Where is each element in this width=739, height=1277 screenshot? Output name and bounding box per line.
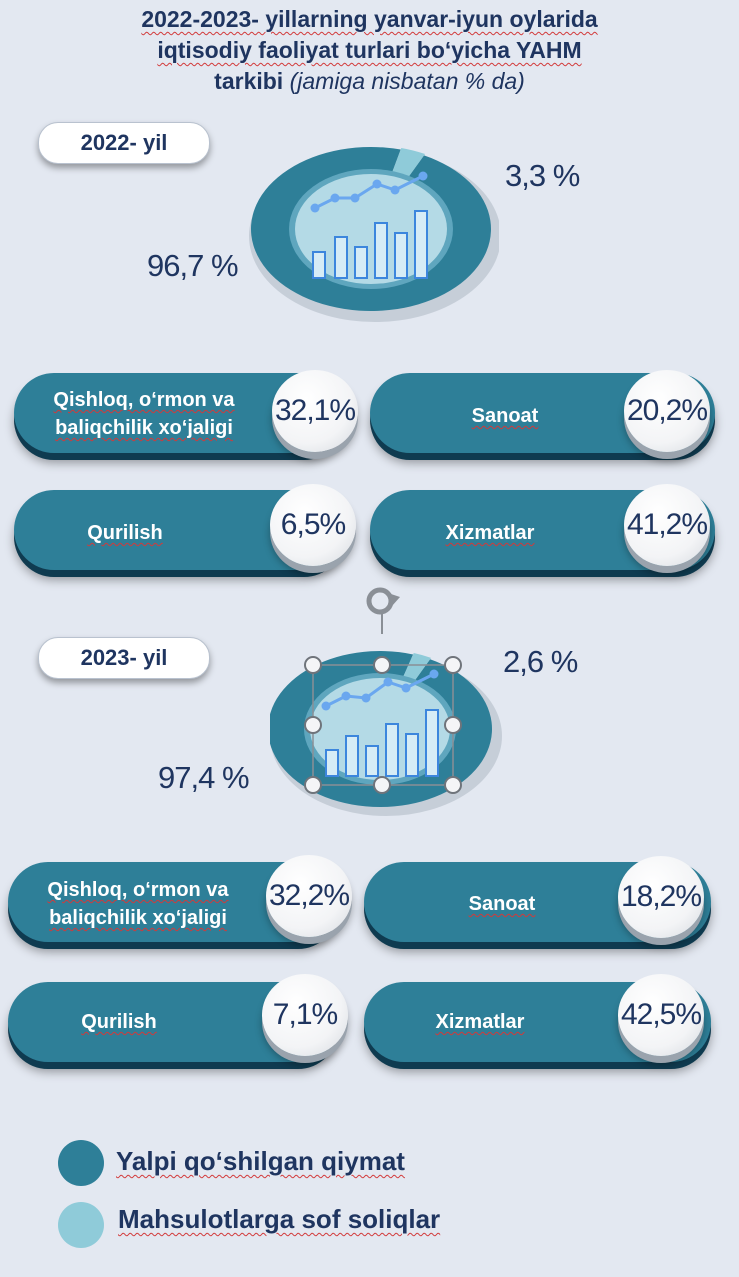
chart-icon-bar — [385, 723, 399, 777]
rotate-handle-icon[interactable] — [362, 584, 402, 634]
chart-icon-point — [361, 693, 371, 703]
chart-icon-bar — [365, 745, 379, 777]
category-label-industry-2023: Sanoat — [468, 893, 536, 915]
main-pct-2023: 97,4 % — [158, 760, 250, 795]
resize-handle[interactable] — [373, 656, 391, 674]
chart-icon-point — [321, 701, 331, 711]
chart-icon-point — [310, 203, 320, 213]
chart-icon-point — [350, 193, 360, 203]
page-title: 2022-2023- yillarning yanvar-iyun oylari… — [0, 4, 739, 97]
resize-handle[interactable] — [304, 716, 322, 734]
chart-icon-bar — [334, 236, 348, 279]
resize-handle[interactable] — [444, 716, 462, 734]
category-label-construction-2022: Qurilish — [87, 522, 163, 544]
category-label-services-2022: Xizmatlar — [445, 522, 535, 544]
chart-icon-bar — [354, 246, 368, 279]
chart-icon-point — [372, 179, 382, 189]
tax-pct-2023: 2,6 % — [503, 644, 578, 679]
title-line-1: 2022-2023- yillarning yanvar-iyun oylari… — [141, 6, 598, 32]
resize-handle[interactable] — [304, 776, 322, 794]
tax-pct-2022: 3,3 % — [505, 158, 580, 193]
chart-icon-point — [383, 677, 393, 687]
category-value-services-2022: 41,2% — [624, 484, 710, 566]
title-line-2: iqtisodiy faoliyat turlari bo‘yicha YAHM — [157, 37, 582, 63]
main-pct-2022: 96,7 % — [147, 248, 239, 283]
title-line-3: tarkibi — [214, 68, 284, 94]
resize-handle[interactable] — [444, 656, 462, 674]
title-subtitle: (jamiga nisbatan % da) — [289, 68, 525, 94]
chart-icon-bar — [374, 222, 388, 279]
chart-icon-bar — [394, 232, 408, 279]
legend-label-net-taxes: Mahsulotlarga sof soliqlar — [118, 1204, 441, 1234]
chart-icon-2022 — [310, 171, 428, 279]
category-value-industry-2022: 20,2% — [624, 370, 710, 452]
chart-icon-point — [418, 171, 428, 181]
chart-icon-bar — [312, 251, 326, 279]
chart-icon-bar — [425, 709, 439, 777]
category-label-agriculture-2022: Qishloq, o‘rmon va baliqchilik xo‘jaligi — [53, 389, 235, 439]
resize-handle[interactable] — [304, 656, 322, 674]
legend-label-value-added: Yalpi qo‘shilgan qiymat — [116, 1146, 405, 1176]
chart-icon-point — [341, 691, 351, 701]
chart-icon-point — [429, 669, 439, 679]
category-value-agriculture-2022: 32,1% — [272, 370, 358, 452]
donut-chart-2022 — [249, 146, 499, 322]
category-value-agriculture-2023: 32,2% — [266, 855, 352, 937]
category-value-construction-2022: 6,5% — [270, 484, 356, 566]
chart-icon-bar — [345, 735, 359, 777]
chart-icon-bar — [414, 210, 428, 279]
legend-swatch-value-added — [58, 1140, 104, 1186]
category-value-construction-2023: 7,1% — [262, 974, 348, 1056]
legend-swatch-net-taxes — [58, 1202, 104, 1248]
chart-icon-2023 — [321, 669, 439, 777]
chart-icon-bar — [405, 733, 419, 777]
year-2023-label: 2023- yil — [38, 637, 210, 679]
category-label-construction-2023: Qurilish — [81, 1011, 157, 1033]
category-label-agriculture-2023: Qishloq, o‘rmon va baliqchilik xo‘jaligi — [47, 879, 229, 929]
category-value-industry-2023: 18,2% — [618, 856, 704, 938]
year-2022-label: 2022- yil — [38, 122, 210, 164]
chart-icon-point — [401, 683, 411, 693]
chart-icon-bar — [325, 749, 339, 777]
chart-icon-point — [390, 185, 400, 195]
category-value-services-2023: 42,5% — [618, 974, 704, 1056]
chart-icon-point — [330, 193, 340, 203]
donut-chart-2023 — [270, 651, 502, 816]
resize-handle[interactable] — [444, 776, 462, 794]
category-label-services-2023: Xizmatlar — [435, 1011, 525, 1033]
selection-box[interactable] — [300, 652, 470, 802]
resize-handle[interactable] — [373, 776, 391, 794]
category-label-industry-2022: Sanoat — [471, 405, 539, 427]
